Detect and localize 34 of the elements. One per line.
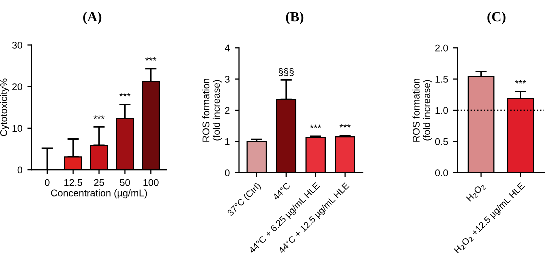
annotation: ***: [310, 124, 322, 128]
y-tick-label: 0: [225, 170, 230, 177]
y-tick-label: 0.5: [435, 138, 448, 146]
y-tick-label: 2: [225, 107, 230, 114]
y-tick-label: 0.0: [435, 170, 448, 177]
annotation: ***: [120, 93, 131, 97]
y-axis-title: ROS formation (fold increase): [412, 78, 432, 142]
y-tick-label: 1: [226, 138, 230, 146]
y-tick-label: 1.5: [436, 76, 448, 83]
chart-title: (B): [286, 12, 304, 24]
y-tick-label: 0: [18, 166, 22, 174]
y-tick-label: 3: [225, 76, 230, 83]
y-tick-label: 1.0: [436, 107, 448, 114]
y-axis-title: Cytotoxicity%: [0, 78, 10, 136]
x-tick-label: 12.5: [64, 179, 82, 186]
y-tick-label: 4: [225, 44, 230, 52]
y-tick-label: 30: [12, 42, 22, 49]
x-axis-title: Concentration (µg/mL): [51, 190, 148, 199]
annotation: ***: [94, 116, 105, 120]
chart-title: (C): [488, 12, 506, 24]
x-tick-label: 25: [94, 179, 104, 186]
x-tick-label: 0: [45, 179, 50, 186]
x-tick-label: 50: [120, 179, 130, 186]
x-tick-label: H$_{2}$O$_{2}$: [466, 182, 486, 203]
annotation: ***: [515, 80, 526, 84]
annotation: §§§: [278, 68, 294, 76]
y-tick-label: 20: [12, 84, 22, 90]
annotation: ***: [146, 57, 157, 61]
annotation: ***: [340, 124, 351, 128]
x-tick-label: 100: [144, 179, 159, 186]
chart-title: (A): [84, 12, 102, 24]
y-tick-label: 2.0: [436, 44, 448, 52]
y-axis-title: ROS formation (fold increase): [202, 78, 222, 142]
y-tick-label: 10: [12, 125, 22, 132]
